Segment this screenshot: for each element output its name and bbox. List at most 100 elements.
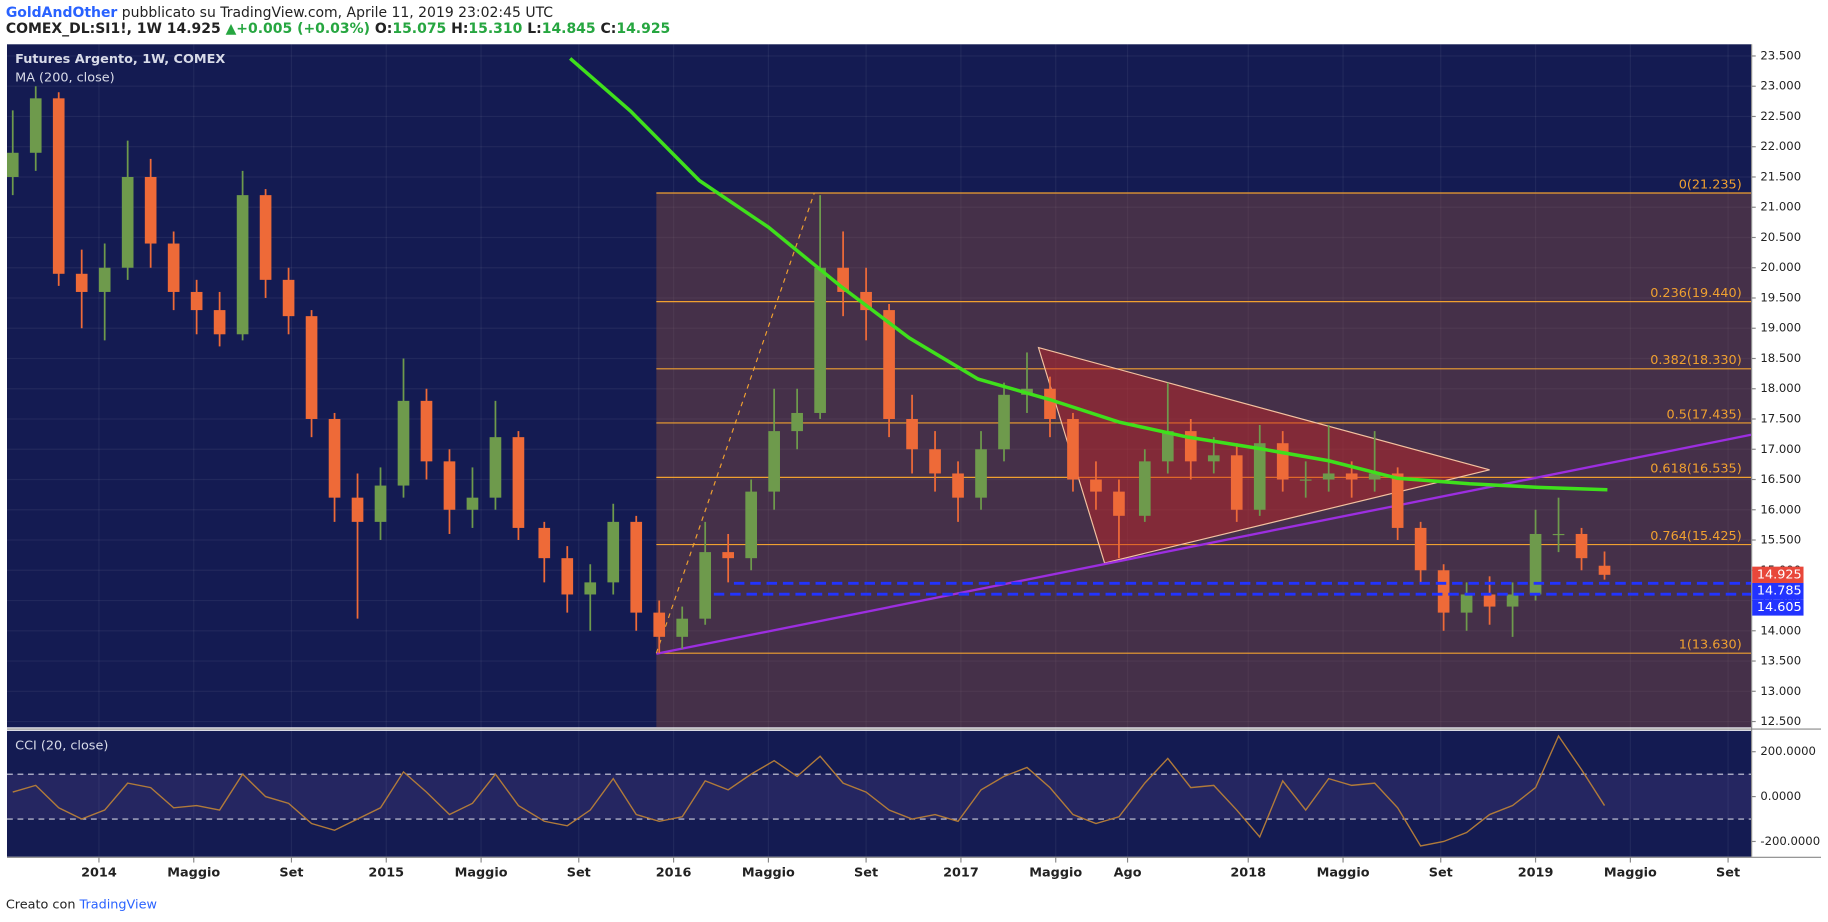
candle-body [722, 552, 735, 559]
y-tick-label: 21.000 [1760, 200, 1801, 214]
candle-body [1161, 431, 1174, 462]
fib-label: 0.764(15.425) [1650, 529, 1742, 544]
symbol: COMEX_DL:SI1!, 1W [6, 21, 162, 37]
band-fill [6, 774, 1752, 820]
y-tick-label: 20.000 [1760, 260, 1801, 274]
candle-body [1113, 491, 1125, 516]
fib-label: 0(21.235) [1679, 177, 1742, 192]
x-tick-label: 2016 [656, 866, 692, 881]
x-tick-label: Maggio [1604, 866, 1657, 881]
candle-body [998, 394, 1010, 450]
published: pubblicato su TradingView.com, Aprile 11… [122, 5, 553, 21]
candle-body [29, 98, 42, 153]
candle-body [466, 497, 479, 510]
candle-body [489, 437, 502, 498]
candle-body [699, 552, 712, 619]
candle-body [98, 267, 111, 292]
price-box [1752, 582, 1804, 600]
main-plot: Futures Argento, 1W, COMEX 0(21.235) 0.236… [6, 52, 1752, 728]
quote-label: L: [527, 21, 542, 37]
y-tick-label: 16.000 [1760, 502, 1801, 516]
candle-body [584, 582, 597, 595]
y-tick-label: -200.0000 [1760, 834, 1820, 848]
candle-body [538, 527, 551, 559]
price-box-label: 14.605 [1757, 600, 1802, 615]
candle-body [1067, 419, 1079, 480]
candle-body [259, 195, 272, 280]
y-tick-label: 23.500 [1760, 48, 1801, 62]
candle-body [443, 461, 456, 510]
footer-text: Creato con [6, 897, 76, 912]
price-box [1752, 566, 1804, 583]
quote-value: 15.075 [392, 21, 446, 37]
candle-body [561, 558, 574, 595]
y-tick-label: 16.500 [1760, 472, 1801, 486]
pane-title: CCI (20, close) [15, 738, 108, 753]
candle-body [1322, 473, 1335, 480]
y-tick-label: 19.500 [1760, 290, 1801, 304]
candle-body [305, 316, 318, 420]
candle-body [1598, 565, 1611, 575]
x-tick-label: Ago [1114, 866, 1142, 881]
candle-body [860, 291, 872, 311]
candle-body [791, 412, 803, 432]
y-tick-label: 12.500 [1760, 714, 1801, 728]
candle-body [1506, 594, 1519, 607]
candle-body [1044, 388, 1056, 420]
x-tick-label: Maggio [455, 866, 508, 881]
candle-body [190, 291, 203, 311]
candle-body [213, 310, 226, 335]
candle-body [1483, 594, 1496, 607]
candle-body [351, 497, 364, 522]
footer: Creato con TradingView [6, 897, 157, 912]
pane-title: Futures Argento, 1W, COMEX [15, 52, 225, 67]
candle-body [236, 195, 249, 335]
y-tick-label: 21.500 [1760, 169, 1801, 183]
quote-label: C: [601, 21, 617, 37]
x-tick-label: Maggio [742, 866, 795, 881]
x-tick-label: 2019 [1518, 866, 1554, 881]
y-tick-label: 0.0000 [1760, 789, 1801, 803]
candle-body [975, 449, 987, 498]
candle-body [167, 243, 180, 292]
candle-body [837, 267, 849, 292]
cci-pane [6, 730, 1752, 857]
price-box-label: 14.925 [1757, 567, 1802, 582]
y-tick-label: 18.000 [1760, 381, 1801, 395]
x-tick-label: Maggio [167, 866, 220, 881]
candle-body [282, 279, 295, 317]
last: 14.925 [167, 21, 221, 37]
indicator-legend: MA (200, close) [15, 71, 115, 86]
y-tick-label: 22.500 [1760, 109, 1801, 123]
y-tick-label: 18.500 [1760, 351, 1801, 365]
y-tick-label: 17.500 [1760, 412, 1801, 426]
candle-body [1207, 455, 1220, 462]
candle-body [883, 310, 895, 420]
candle-body [1138, 461, 1151, 516]
candle-body [374, 485, 387, 522]
footer-brand[interactable]: TradingView [79, 897, 157, 912]
header-line: GoldAndOther pubblicato su TradingView.c… [6, 5, 553, 21]
fib-label: 0.5(17.435) [1667, 407, 1742, 422]
candle-body [1299, 479, 1312, 481]
candle-body [814, 267, 826, 413]
x-tick-label: Set [279, 866, 303, 881]
x-tick-label: Set [854, 866, 878, 881]
fib-label: 1(13.630) [1679, 638, 1742, 653]
fib-label: 0.382(18.330) [1650, 353, 1742, 368]
axes: 2014 Maggio Set 2015 Maggio Set 2016 Maggio Set 2… [81, 48, 1820, 880]
y-tick-label: 17.000 [1760, 442, 1801, 456]
candle-body [676, 618, 689, 637]
candle-body [1529, 533, 1542, 595]
author[interactable]: GoldAndOther [6, 5, 118, 21]
candle-body [6, 152, 19, 177]
candle-body [1575, 533, 1588, 559]
candle-body [397, 400, 410, 486]
change: ▲+0.005 (+0.03%) [226, 21, 370, 37]
x-tick-label: 2017 [943, 866, 979, 881]
y-tick-label: 20.500 [1760, 230, 1801, 244]
y-tick-label: 13.000 [1760, 684, 1801, 698]
candle-body [1552, 533, 1565, 536]
candle-body [929, 449, 941, 474]
price-box [1752, 599, 1804, 616]
